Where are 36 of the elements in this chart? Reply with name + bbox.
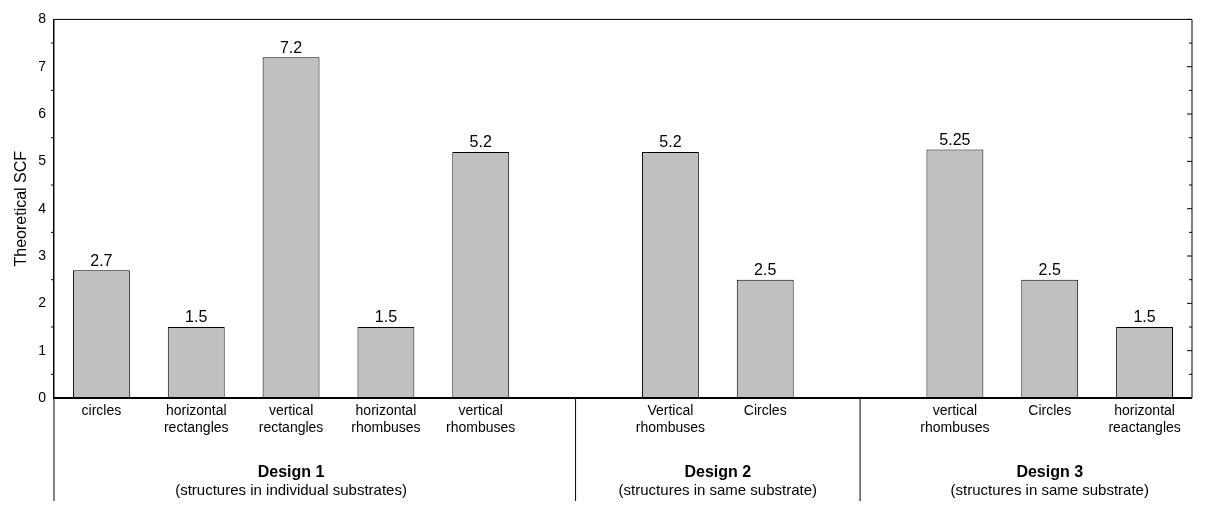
y-tick-label: 4 [38,199,47,216]
y-axis-title: Theoretical SCF [12,150,30,267]
x-tick-label: horizontal reactangles [1108,402,1181,436]
data-label: 2.5 [1038,261,1061,279]
y-tick-label: 2 [38,294,47,311]
text: Design 3 [1016,463,1084,480]
data-label: 1.5 [185,308,208,326]
x-tick-label: Circles [743,402,787,419]
data-label: 5.2 [469,133,492,151]
data-label: 5.25 [939,130,971,148]
x-tick-label: vertical rhombuses [446,402,516,436]
y-tick-label: 6 [38,104,47,121]
x-tick-label: vertical rectangles [258,402,324,436]
y-tick-label: 3 [38,246,47,263]
text: (structures in same substrate) [950,481,1149,498]
x-tick-label: Vertical rhombuses [635,402,706,436]
text: Design 1 [257,463,325,480]
data-label: 7.2 [279,38,303,56]
data-label: 1.5 [374,308,398,326]
x-tick-label: vertical rhombuses [920,402,990,436]
y-tick-label: 1 [38,341,47,358]
data-label: 2.7 [90,251,113,269]
text: (structures in individual substrates) [175,481,407,498]
text: Design 2 [684,463,752,480]
y-tick-label: 8 [38,10,47,27]
y-tick-label: 0 [38,388,47,405]
y-tick-label: 5 [38,152,47,169]
x-tick-label: horizontal rectangles [163,402,229,436]
y-tick-label: 7 [38,57,47,74]
data-label: 2.5 [754,261,777,279]
x-tick-label: Circles [1028,402,1072,419]
x-tick-label: horizontal rhombuses [351,402,421,436]
data-label: 1.5 [1133,308,1156,326]
data-label: 5.2 [659,133,682,151]
x-tick-label: circles [81,402,122,419]
text: (structures in same substrate) [618,481,818,498]
